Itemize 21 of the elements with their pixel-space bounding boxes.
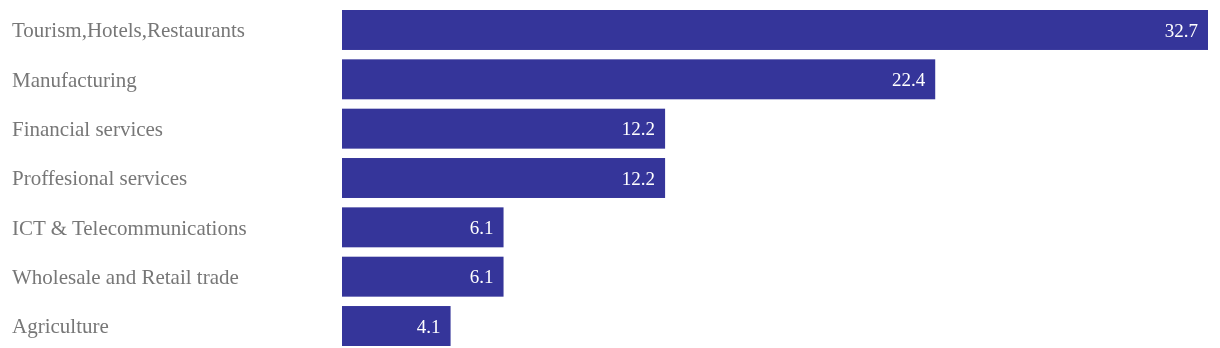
data-label: 22.4 bbox=[891, 68, 926, 90]
y-tick-label: Tourism,Hotels,Restaurants bbox=[12, 18, 245, 43]
data-label: 4.1 bbox=[416, 315, 441, 337]
y-tick-label: Agriculture bbox=[12, 314, 109, 339]
data-label: 6.1 bbox=[469, 216, 494, 238]
bar bbox=[342, 10, 1208, 50]
data-label: 32.7 bbox=[1164, 19, 1198, 41]
y-tick-label: Wholesale and Retail trade bbox=[12, 265, 239, 290]
data-label: 12.2 bbox=[621, 167, 656, 189]
y-tick-label: ICT & Telecommunications bbox=[12, 215, 247, 240]
bar bbox=[342, 256, 504, 297]
bar bbox=[342, 108, 666, 149]
y-tick-label: Proffesional services bbox=[12, 166, 188, 191]
y-tick-label: Financial services bbox=[12, 117, 164, 142]
bar bbox=[342, 306, 451, 346]
bar bbox=[342, 59, 936, 100]
bar bbox=[342, 207, 504, 248]
data-label: 6.1 bbox=[469, 266, 494, 288]
bar bbox=[342, 158, 666, 198]
y-tick-label: Manufacturing bbox=[12, 67, 138, 92]
data-label: 12.2 bbox=[621, 118, 656, 140]
